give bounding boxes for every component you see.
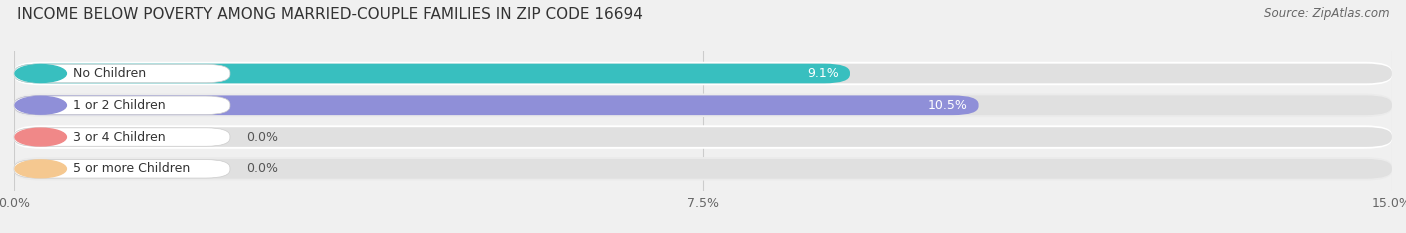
FancyBboxPatch shape	[14, 159, 1392, 179]
FancyBboxPatch shape	[14, 128, 231, 146]
FancyBboxPatch shape	[14, 96, 231, 114]
Circle shape	[15, 128, 66, 146]
FancyBboxPatch shape	[14, 96, 1392, 115]
FancyBboxPatch shape	[14, 64, 1392, 83]
FancyBboxPatch shape	[14, 127, 1392, 147]
FancyBboxPatch shape	[14, 157, 1392, 181]
Text: 9.1%: 9.1%	[807, 67, 839, 80]
Circle shape	[15, 96, 66, 114]
Text: INCOME BELOW POVERTY AMONG MARRIED-COUPLE FAMILIES IN ZIP CODE 16694: INCOME BELOW POVERTY AMONG MARRIED-COUPL…	[17, 7, 643, 22]
FancyBboxPatch shape	[14, 64, 851, 83]
Circle shape	[15, 160, 66, 178]
FancyBboxPatch shape	[14, 160, 231, 178]
Text: 0.0%: 0.0%	[246, 162, 278, 175]
FancyBboxPatch shape	[14, 96, 979, 115]
Text: 5 or more Children: 5 or more Children	[73, 162, 190, 175]
FancyBboxPatch shape	[14, 64, 231, 83]
FancyBboxPatch shape	[14, 93, 1392, 117]
Text: No Children: No Children	[73, 67, 146, 80]
FancyBboxPatch shape	[14, 62, 1392, 85]
Text: 1 or 2 Children: 1 or 2 Children	[73, 99, 166, 112]
Text: 10.5%: 10.5%	[928, 99, 967, 112]
Circle shape	[15, 65, 66, 82]
Text: Source: ZipAtlas.com: Source: ZipAtlas.com	[1264, 7, 1389, 20]
Text: 0.0%: 0.0%	[246, 130, 278, 144]
FancyBboxPatch shape	[14, 125, 1392, 149]
Text: 3 or 4 Children: 3 or 4 Children	[73, 130, 166, 144]
